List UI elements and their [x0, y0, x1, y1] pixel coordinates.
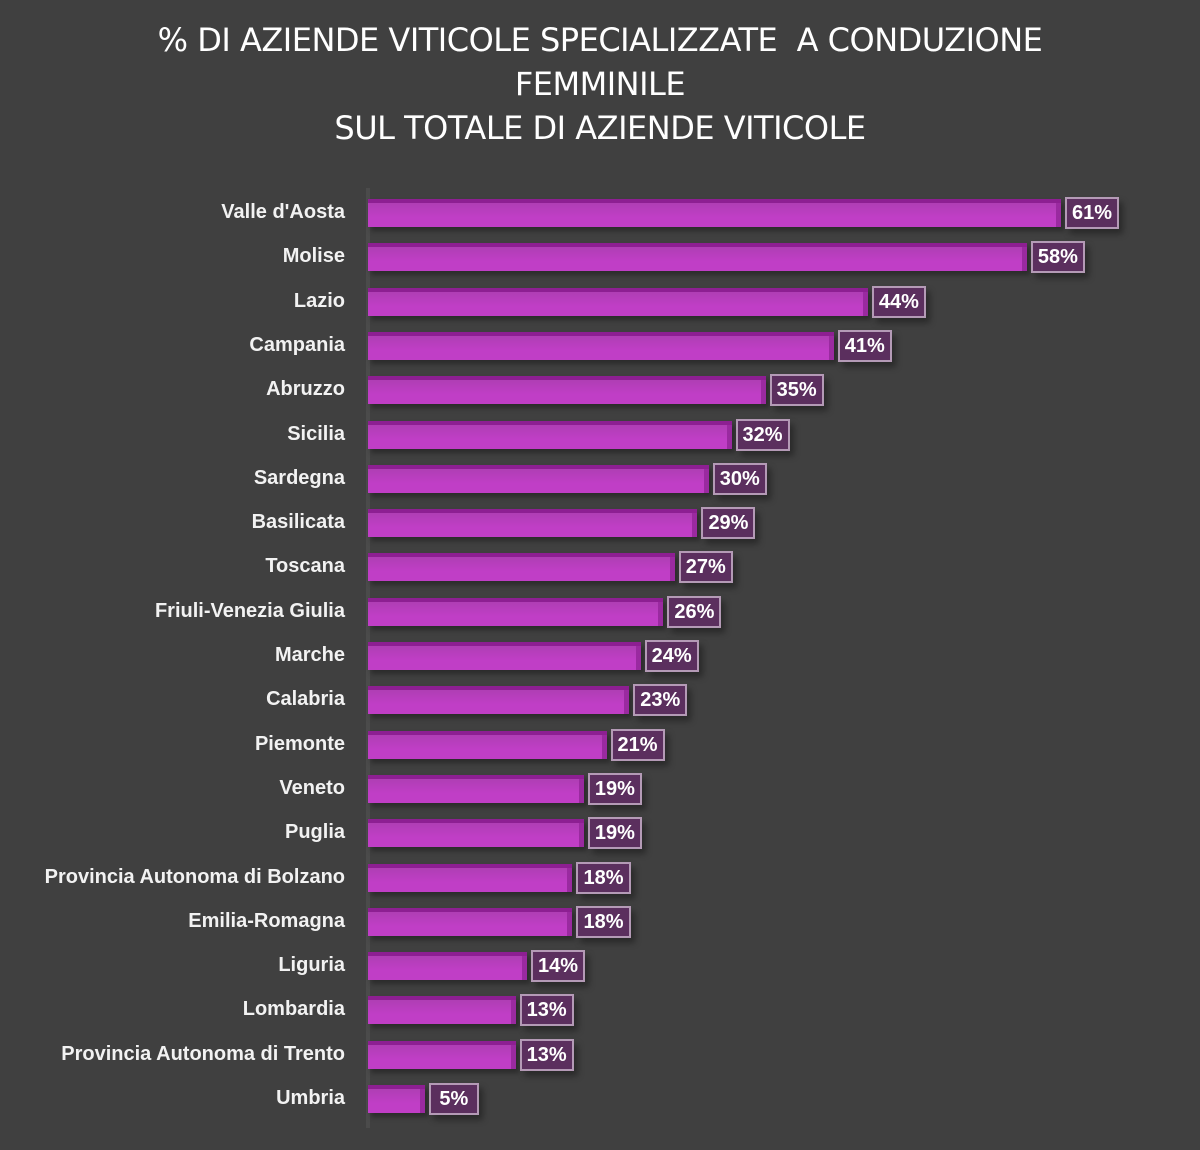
bar-row: Lazio 44%	[0, 285, 1200, 318]
data-label: 5%	[428, 1083, 479, 1115]
bar-row: Veneto 19%	[0, 772, 1200, 805]
category-label: Abruzzo	[266, 378, 345, 401]
bar-row: Provincia Autonoma di Bolzano 18%	[0, 861, 1200, 894]
bar-row: Basilicata 29%	[0, 507, 1200, 540]
data-label: 44%	[871, 285, 926, 318]
data-label: 19%	[587, 817, 642, 850]
data-label: 19%	[587, 772, 642, 805]
bar	[368, 642, 641, 670]
data-label: 23%	[633, 684, 688, 717]
bar-row: Valle d'Aosta 61%	[0, 197, 1200, 229]
category-label: Lazio	[293, 289, 345, 312]
bar	[368, 907, 573, 936]
data-label: 13%	[519, 1038, 574, 1071]
chart-title-line-1: % DI AZIENDE VITICOLE SPECIALIZZATE A CO…	[157, 21, 1043, 59]
bar-row: Marche 24%	[0, 640, 1200, 672]
bar	[368, 597, 664, 626]
category-label: Puglia	[284, 821, 345, 844]
category-label: Veneto	[279, 776, 345, 799]
bar	[368, 686, 630, 715]
category-label: Lombardia	[242, 998, 345, 1021]
bar	[368, 996, 516, 1025]
data-label: 26%	[667, 595, 722, 628]
category-label: Friuli-Venezia Giulia	[154, 599, 345, 622]
data-label: 24%	[644, 640, 699, 672]
bar-row: Umbria 5%	[0, 1083, 1200, 1115]
bar	[368, 420, 732, 449]
data-label: 41%	[837, 329, 892, 362]
bar	[368, 243, 1027, 272]
data-label: 14%	[531, 950, 586, 983]
bar-row: Lombardia 13%	[0, 994, 1200, 1027]
bar-row: Sardegna 30%	[0, 462, 1200, 495]
bar-row: Calabria 23%	[0, 684, 1200, 717]
bar	[368, 331, 834, 360]
bar	[368, 730, 607, 759]
data-label: 58%	[1030, 241, 1085, 274]
category-label: Basilicata	[251, 511, 345, 534]
category-label: Valle d'Aosta	[221, 201, 345, 223]
bar-row: Abruzzo 35%	[0, 374, 1200, 407]
bar	[368, 464, 709, 493]
data-label: 61%	[1064, 197, 1119, 229]
data-label: 32%	[735, 418, 790, 451]
bar-row: Emilia-Romagna 18%	[0, 905, 1200, 938]
category-label: Sicilia	[287, 422, 345, 445]
category-label: Molise	[282, 245, 345, 268]
bar	[368, 376, 766, 405]
bar	[368, 199, 1061, 227]
bar	[368, 952, 528, 981]
bar-row: Campania 41%	[0, 329, 1200, 362]
chart-title: % DI AZIENDE VITICOLE SPECIALIZZATE A CO…	[0, 18, 1200, 150]
category-label: Piemonte	[254, 732, 345, 755]
category-label: Provincia Autonoma di Trento	[61, 1042, 345, 1065]
bar-row: Piemonte 21%	[0, 728, 1200, 761]
category-label: Marche	[274, 644, 345, 666]
bar	[368, 774, 584, 803]
category-label: Emilia-Romagna	[188, 909, 345, 932]
bar-row: Provincia Autonoma di Trento 13%	[0, 1038, 1200, 1071]
category-label: Calabria	[266, 688, 345, 711]
chart-title-line-2: FEMMINILE	[514, 65, 686, 103]
category-label: Umbria	[276, 1087, 345, 1109]
data-label: 30%	[712, 462, 767, 495]
category-label: Liguria	[278, 954, 345, 977]
bar-row: Sicilia 32%	[0, 418, 1200, 451]
data-label: 29%	[701, 507, 756, 540]
data-label: 13%	[519, 994, 574, 1027]
bar	[368, 1085, 425, 1113]
bar	[368, 509, 698, 538]
bar-row: Liguria 14%	[0, 950, 1200, 983]
bar	[368, 863, 573, 892]
bar-row: Friuli-Venezia Giulia 26%	[0, 595, 1200, 628]
bar-row: Molise 58%	[0, 241, 1200, 274]
bar-row: Puglia 19%	[0, 817, 1200, 850]
bar	[368, 553, 675, 582]
data-label: 18%	[576, 905, 631, 938]
bar-row: Toscana 27%	[0, 551, 1200, 584]
bar	[368, 819, 584, 848]
category-label: Campania	[249, 333, 345, 356]
bar	[368, 1040, 516, 1069]
data-label: 18%	[576, 861, 631, 894]
data-label: 21%	[610, 728, 665, 761]
category-label: Provincia Autonoma di Bolzano	[44, 865, 345, 888]
data-label: 27%	[678, 551, 733, 584]
chart-title-line-3: SUL TOTALE DI AZIENDE VITICOLE	[334, 109, 866, 147]
category-label: Sardegna	[253, 466, 345, 489]
data-label: 35%	[769, 374, 824, 407]
bar	[368, 287, 868, 316]
category-label: Toscana	[265, 555, 345, 578]
